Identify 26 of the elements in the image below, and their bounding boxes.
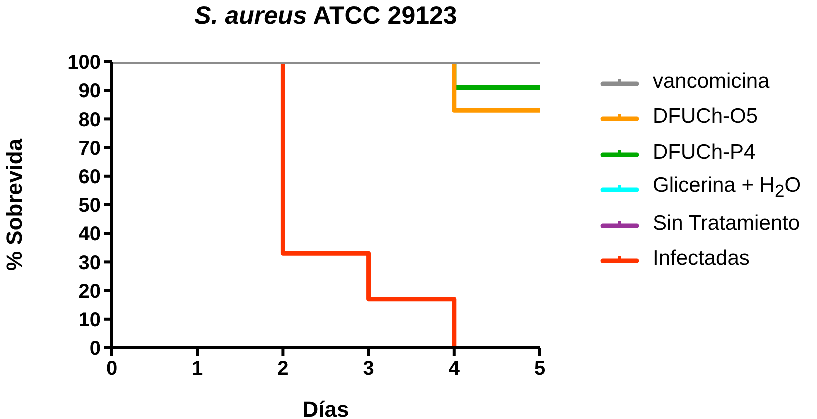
legend-label: Sin Tratamiento bbox=[653, 212, 800, 236]
x-tick-label: 5 bbox=[534, 358, 546, 380]
y-axis-title: % Sobrevida bbox=[2, 138, 27, 272]
legend-label: vancomicina bbox=[653, 70, 770, 94]
legend-label: DFUCh-P4 bbox=[653, 140, 756, 165]
x-axis-title: Días bbox=[302, 397, 350, 419]
legend-label: DFUCh-O5 bbox=[653, 105, 758, 130]
y-tick-label: 20 bbox=[78, 280, 101, 303]
y-tick-label: 50 bbox=[78, 195, 101, 218]
y-tick-label: 100 bbox=[68, 52, 101, 74]
legend-label: Glicerina + H$_{2}$O bbox=[653, 174, 802, 202]
y-tick-label: 0 bbox=[90, 338, 101, 360]
x-tick-label: 0 bbox=[106, 358, 118, 380]
y-tick-label: 90 bbox=[78, 80, 101, 103]
y-tick-label: 80 bbox=[78, 109, 101, 132]
chart-title: S. aureus ATCC 29123 bbox=[194, 2, 458, 30]
x-tick-label: 1 bbox=[192, 358, 204, 380]
y-tick-label: 60 bbox=[78, 166, 101, 188]
y-tick-label: 10 bbox=[78, 310, 101, 332]
y-tick-label: 30 bbox=[78, 252, 101, 274]
x-tick-label: 2 bbox=[278, 358, 289, 380]
legend-label: Infectadas bbox=[653, 247, 750, 272]
x-tick-label: 4 bbox=[448, 358, 461, 380]
x-tick-label: 3 bbox=[363, 358, 374, 380]
y-tick-label: 40 bbox=[78, 224, 101, 246]
y-tick-label: 70 bbox=[78, 138, 101, 160]
